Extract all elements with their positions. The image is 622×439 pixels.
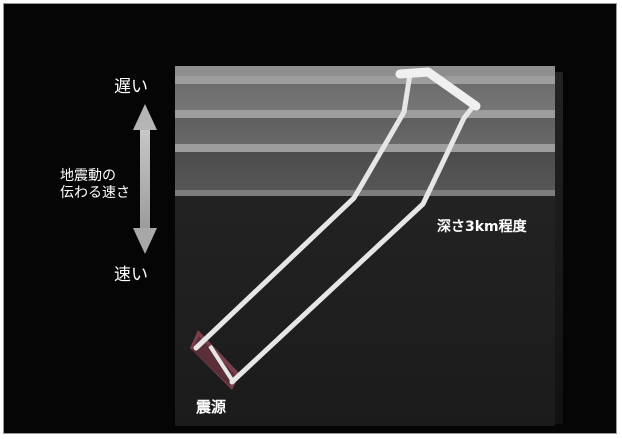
wave-path-top [395,67,481,111]
double-headed-arrow-icon [133,104,157,254]
speed-label: 地震動の 伝わる速さ [60,168,130,202]
sediment-layer-3 [175,146,555,192]
layer-boundary-4 [175,190,555,196]
slow-label: 遅い [114,77,148,97]
wave-path-left [193,71,413,351]
wave-path-right [229,101,478,385]
layer-boundary-3 [175,144,555,152]
source-connector [208,344,234,382]
source-label: 震源 [196,398,227,416]
fast-label: 速い [114,265,148,285]
depth-label: 深さ3km程度 [437,219,527,235]
ground-surface-layer [175,66,555,78]
speed-label-line-2: 伝わる速さ [60,185,130,201]
speed-label-line-1: 地震動の [60,168,116,184]
ground-block [175,66,555,426]
ground-block-side [555,72,563,424]
layer-boundary-1 [175,76,555,84]
layer-boundary-2 [175,110,555,118]
